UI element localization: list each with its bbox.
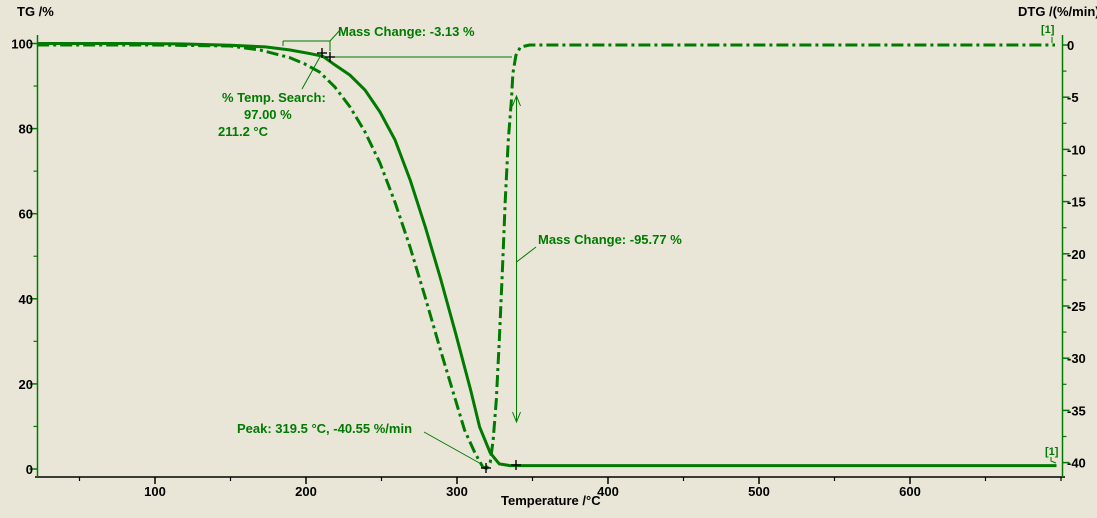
svg-text:-25: -25 bbox=[1067, 299, 1086, 314]
annotation-dtg-peak: Peak: 319.5 °C, -40.55 %/min bbox=[237, 421, 413, 436]
right-axis-title: DTG /(%/min) bbox=[1018, 4, 1097, 19]
svg-text:-10: -10 bbox=[1067, 142, 1086, 157]
temp-search-percent: 97.00 % bbox=[244, 107, 292, 122]
left-axis-title: TG /% bbox=[17, 4, 54, 19]
svg-text:0: 0 bbox=[26, 462, 33, 477]
temp-search-label: % Temp. Search: bbox=[222, 90, 326, 105]
svg-text:-5: -5 bbox=[1067, 90, 1079, 105]
svg-text:100: 100 bbox=[144, 484, 166, 499]
svg-text:500: 500 bbox=[748, 484, 770, 499]
svg-text:400: 400 bbox=[597, 484, 619, 499]
svg-text:40: 40 bbox=[19, 292, 33, 307]
annotation-mass-change-2: Mass Change: -95.77 % bbox=[538, 232, 682, 247]
svg-text:100: 100 bbox=[11, 37, 33, 52]
svg-text:300: 300 bbox=[446, 484, 468, 499]
svg-text:-20: -20 bbox=[1067, 247, 1086, 262]
svg-text:600: 600 bbox=[899, 484, 921, 499]
dtg-axis: 0 -5 -10 -15 -20 -25 -30 -35 -40 bbox=[1061, 35, 1086, 477]
svg-text:-30: -30 bbox=[1067, 351, 1086, 366]
annotation-mass-change-1: Mass Change: -3.13 % bbox=[338, 24, 475, 39]
svg-text:200: 200 bbox=[295, 484, 317, 499]
curve-id-label-tg: [1] bbox=[1045, 446, 1059, 458]
svg-text:60: 60 bbox=[19, 207, 33, 222]
annotation-temp-search: % Temp. Search: 97.00 % 211.2 °C bbox=[218, 89, 326, 140]
svg-text:-35: -35 bbox=[1067, 403, 1086, 418]
svg-text:20: 20 bbox=[19, 377, 33, 392]
temp-search-temp: 211.2 °C bbox=[218, 124, 269, 139]
annotation-lines bbox=[282, 28, 1057, 466]
svg-text:-40: -40 bbox=[1067, 456, 1086, 471]
tg-curve bbox=[37, 42, 1057, 468]
measurement-markers bbox=[317, 48, 521, 473]
dtg-curve bbox=[37, 43, 1055, 470]
svg-text:-15: -15 bbox=[1067, 195, 1086, 210]
tg-axis: 0 20 40 60 80 100 bbox=[11, 35, 39, 477]
x-axis-title: Temperature /°C bbox=[501, 493, 601, 508]
svg-text:0: 0 bbox=[1067, 38, 1074, 53]
x-axis: 100 200 300 400 500 600 bbox=[35, 476, 1065, 499]
svg-text:80: 80 bbox=[19, 122, 33, 137]
curve-id-label-dtg: [1] bbox=[1041, 24, 1055, 36]
